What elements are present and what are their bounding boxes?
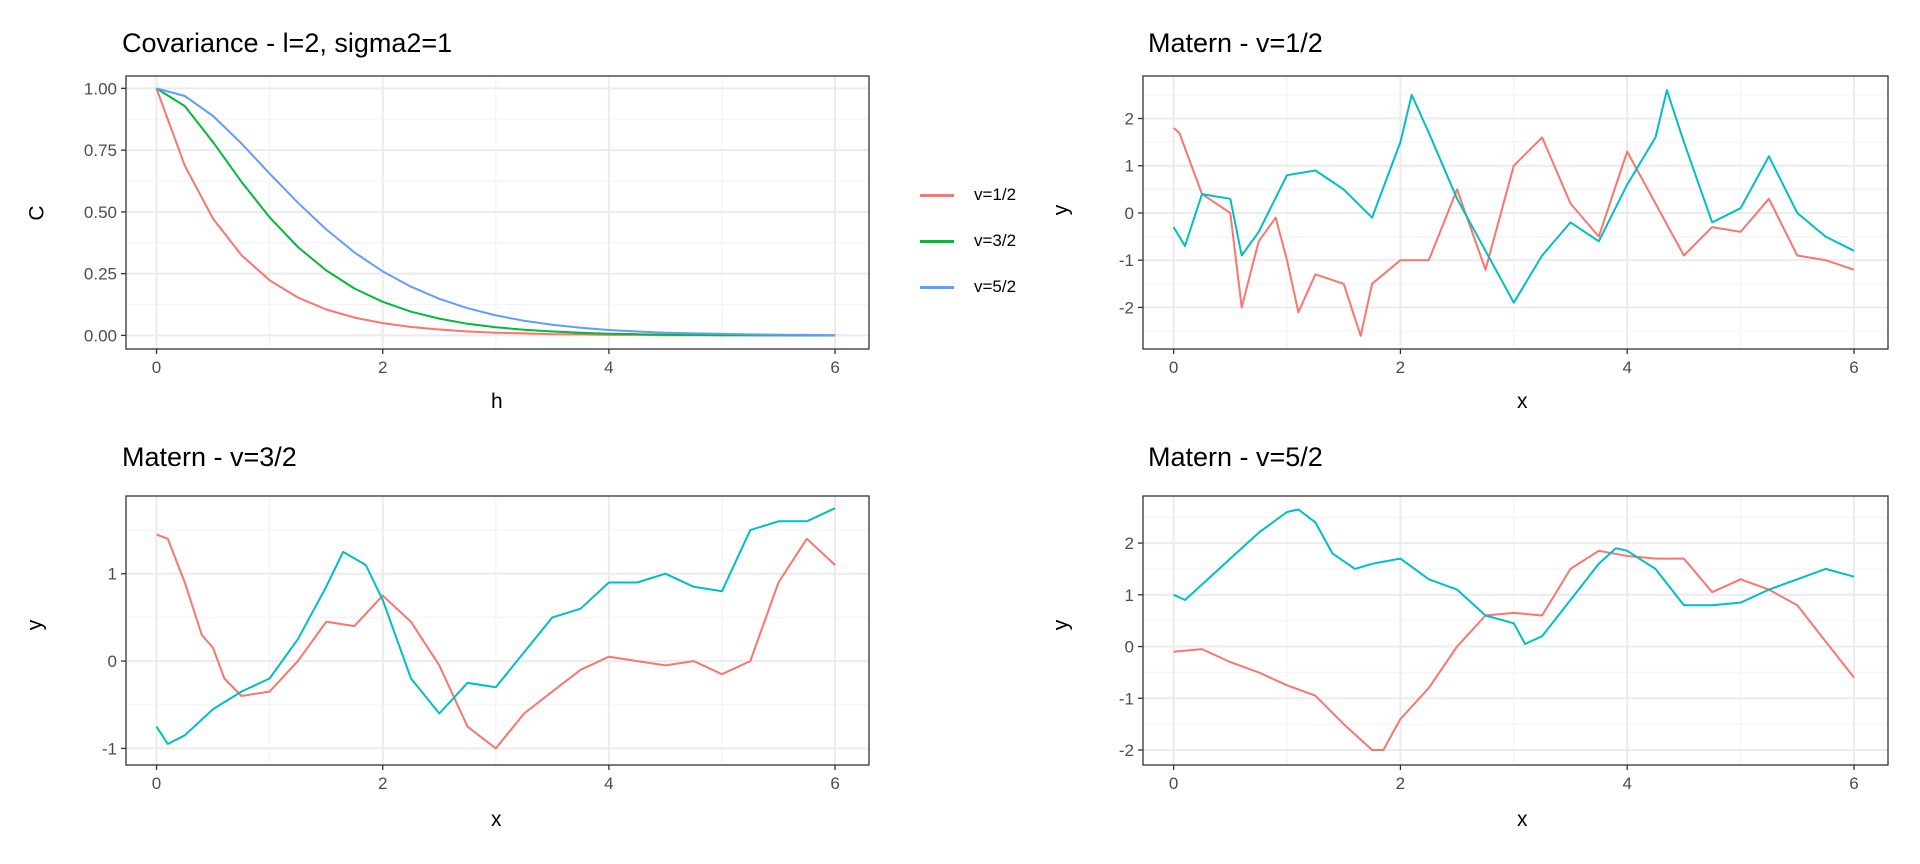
x-tick-label: 0 [152,358,161,377]
series-line-path-1 [156,533,836,750]
y-tick-label: 0 [1125,204,1134,223]
panel-2-ylabel: y [1049,204,1073,216]
legend: v=1/2 v=3/2 v=5/2 [920,172,1016,310]
x-tick-label: 4 [1622,774,1631,793]
panel-3-ylabel: y [23,619,47,631]
panel-border [1142,495,1889,766]
y-tick-label: 1.00 [84,79,117,98]
x-tick-label: 4 [1622,358,1631,377]
y-tick-label: 2 [1125,534,1134,553]
panel-3-xlabel: x [491,808,502,831]
legend-item-v32: v=3/2 [920,218,1016,264]
y-tick-label: 1 [1125,157,1134,176]
panel-4-xlabel: x [1517,808,1528,831]
legend-key-v32 [920,239,954,243]
x-tick-label: 6 [830,774,839,793]
series-line-path-1 [1172,127,1855,337]
legend-item-v12: v=1/2 [920,172,1016,218]
legend-label: v=3/2 [974,231,1017,250]
y-tick-label: 0.75 [84,141,117,160]
panel-2-xlabel: x [1517,390,1528,413]
panel-4-ylabel: y [1049,619,1073,631]
series-line-path-1 [1173,549,1855,751]
legend-key-v12 [920,193,954,197]
x-tick-label: 0 [1169,358,1178,377]
y-tick-label: 0.00 [84,326,117,345]
legend-key-v52 [920,285,954,289]
y-tick-label: 0.25 [84,265,117,284]
x-tick-label: 0 [152,774,161,793]
y-tick-label: -2 [1119,741,1134,760]
y-tick-label: 1 [108,565,117,584]
x-tick-label: 2 [1396,774,1405,793]
series-line-path-2 [155,507,836,745]
panel-border [1142,75,1889,350]
legend-label: v=1/2 [974,185,1017,204]
panel-4-title: Matern - v=5/2 [1148,442,1323,472]
panel-2-title: Matern - v=1/2 [1148,28,1323,58]
x-tick-label: 2 [378,774,387,793]
legend-item-v52: v=5/2 [920,264,1016,310]
legend-label: v=5/2 [974,277,1017,296]
series-line-path-2 [1173,508,1855,645]
series-line-path-2 [1172,89,1855,304]
y-tick-label: -1 [1119,689,1134,708]
series-line-v-5-2 [156,87,836,337]
panel-border [125,495,870,766]
y-tick-label: 2 [1125,110,1134,129]
panel-1-xlabel: h [491,390,503,413]
panel-1-title: Covariance - l=2, sigma2=1 [122,28,453,58]
y-tick-label: 0 [1125,638,1134,657]
x-tick-label: 6 [1849,358,1858,377]
x-tick-label: 4 [604,774,613,793]
panel-1-ylabel: C [25,205,49,221]
panel-border [125,75,870,350]
x-tick-label: 2 [1396,358,1405,377]
series-line-v-3-2 [155,87,836,337]
y-tick-label: 1 [1125,586,1134,605]
x-tick-label: 6 [1849,774,1858,793]
x-tick-label: 2 [378,358,387,377]
y-tick-label: 0 [108,652,117,671]
panel-3-title: Matern - v=3/2 [122,442,297,472]
y-tick-label: -1 [1119,251,1134,270]
x-tick-label: 4 [604,358,613,377]
y-tick-label: -1 [102,739,117,758]
x-tick-label: 0 [1169,774,1178,793]
x-tick-label: 6 [830,358,839,377]
y-tick-label: -2 [1119,298,1134,317]
y-tick-label: 0.50 [84,203,117,222]
